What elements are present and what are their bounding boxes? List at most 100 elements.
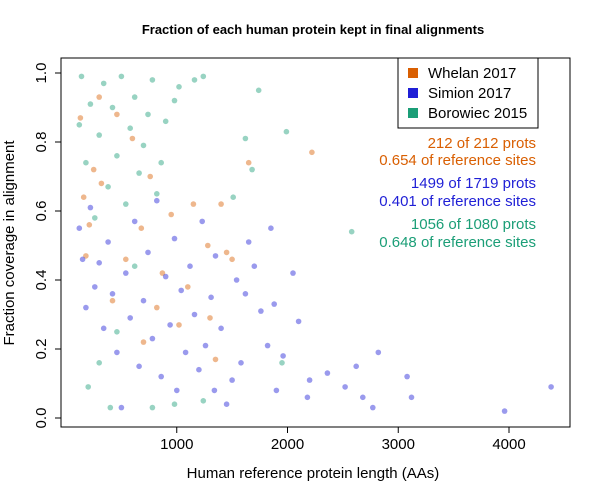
point-whelan-2017-10 (159, 270, 166, 276)
point-simion-2017-43 (140, 297, 147, 304)
y-tick-label-0: 0.0 (33, 408, 50, 429)
point-whelan-2017-27 (140, 339, 147, 345)
point-borowiec-2015-38 (85, 384, 91, 390)
point-borowiec-2015-15 (131, 94, 138, 100)
point-simion-2017-2 (408, 394, 415, 401)
point-whelan-2017-25 (176, 322, 182, 328)
point-borowiec-2015-28 (76, 122, 83, 128)
point-borowiec-2015-13 (140, 142, 147, 149)
point-simion-2017-4 (370, 404, 376, 411)
legend-box (397, 57, 539, 129)
point-simion-2017-16 (271, 301, 278, 307)
point-simion-2017-39 (158, 373, 164, 380)
point-borowiec-2015-9 (158, 159, 164, 166)
y-tick-label-0.6: 0.6 (33, 201, 50, 222)
y-tick-label-0.2: 0.2 (33, 339, 50, 360)
point-borowiec-2015-10 (154, 191, 160, 197)
point-simion-2017-32 (187, 263, 193, 270)
point-borowiec-2015-4 (200, 73, 207, 80)
point-simion-2017-28 (202, 342, 209, 349)
point-simion-2017-23 (229, 377, 235, 383)
point-simion-2017-20 (242, 291, 249, 297)
point-simion-2017-50 (109, 291, 116, 297)
point-simion-2017-11 (304, 394, 311, 401)
point-simion-2017-48 (118, 404, 125, 411)
point-simion-2017-51 (105, 239, 111, 245)
point-simion-2017-59 (268, 225, 274, 231)
point-simion-2017-5 (375, 349, 382, 356)
x-tick-label-1000: 1000 (160, 436, 193, 453)
point-borowiec-2015-37 (96, 360, 102, 366)
point-simion-2017-35 (174, 387, 180, 394)
point-simion-2017-6 (353, 363, 360, 370)
point-whelan-2017-8 (205, 242, 211, 249)
point-whelan-2017-3 (245, 159, 252, 166)
point-borowiec-2015-23 (96, 132, 102, 138)
y-tick-label-0.4: 0.4 (33, 270, 50, 291)
point-simion-2017-25 (218, 325, 224, 332)
annotation-2: 1499 of 1719 prots (411, 175, 536, 192)
point-simion-2017-31 (191, 311, 198, 318)
point-whelan-2017-6 (212, 356, 219, 363)
point-borowiec-2015-12 (145, 111, 151, 118)
point-borowiec-2015-16 (127, 125, 133, 131)
point-simion-2017-57 (79, 256, 86, 263)
point-simion-2017-15 (273, 387, 280, 394)
y-axis-label: Fraction coverage in alignment (1, 140, 18, 346)
scatter-points (76, 73, 554, 414)
x-tick-label-3000: 3000 (382, 436, 415, 453)
point-simion-2017-10 (306, 377, 313, 383)
point-borowiec-2015-29 (249, 166, 255, 173)
point-whelan-2017-12 (138, 225, 145, 231)
point-whelan-2017-11 (147, 173, 153, 180)
point-borowiec-2015-17 (123, 201, 129, 207)
legend-label-1: Simion 2017 (428, 85, 511, 102)
point-borowiec-2015-18 (118, 73, 125, 80)
x-tick-label-2000: 2000 (271, 436, 304, 453)
x-axis-label: Human reference protein length (AAs) (187, 465, 440, 482)
point-simion-2017-12 (290, 270, 296, 276)
point-whelan-2017-20 (77, 115, 84, 121)
point-borowiec-2015-25 (87, 101, 94, 107)
point-borowiec-2015-0 (348, 228, 355, 235)
point-simion-2017-56 (83, 304, 89, 311)
point-simion-2017-40 (154, 197, 160, 204)
point-simion-2017-34 (178, 287, 184, 294)
point-borowiec-2015-19 (114, 153, 120, 159)
point-simion-2017-29 (199, 218, 205, 225)
annotation-5: 0.648 of reference sites (379, 234, 536, 251)
point-borowiec-2015-7 (171, 97, 178, 104)
point-simion-2017-21 (238, 360, 244, 366)
point-whelan-2017-2 (229, 256, 235, 263)
axes: 1000 2000 3000 4000 0.0 0.2 0.4 0.6 0.8 1.0 (33, 63, 526, 453)
point-borowiec-2015-31 (200, 398, 207, 404)
point-whelan-2017-24 (154, 304, 160, 311)
point-borowiec-2015-32 (171, 401, 178, 408)
point-whelan-2017-16 (96, 94, 102, 100)
point-simion-2017-1 (501, 408, 508, 414)
point-simion-2017-37 (167, 322, 173, 328)
point-whelan-2017-22 (98, 180, 105, 187)
point-simion-2017-19 (251, 263, 258, 270)
point-simion-2017-7 (360, 394, 366, 401)
point-borowiec-2015-39 (279, 360, 285, 366)
point-borowiec-2015-20 (109, 104, 116, 111)
point-whelan-2017-4 (309, 149, 315, 156)
point-simion-2017-36 (171, 235, 178, 242)
annotation-3: 0.401 of reference sites (379, 193, 536, 210)
point-simion-2017-30 (196, 366, 202, 373)
legend-swatch-2 (408, 108, 418, 118)
point-borowiec-2015-24 (92, 215, 98, 221)
point-simion-2017-52 (100, 325, 107, 332)
point-simion-2017-8 (342, 384, 348, 390)
point-borowiec-2015-2 (255, 87, 262, 94)
point-borowiec-2015-21 (105, 184, 111, 190)
point-simion-2017-55 (87, 204, 94, 211)
point-simion-2017-42 (145, 249, 151, 256)
point-whelan-2017-15 (109, 297, 116, 304)
point-whelan-2017-14 (123, 256, 129, 263)
point-borowiec-2015-36 (114, 329, 120, 335)
